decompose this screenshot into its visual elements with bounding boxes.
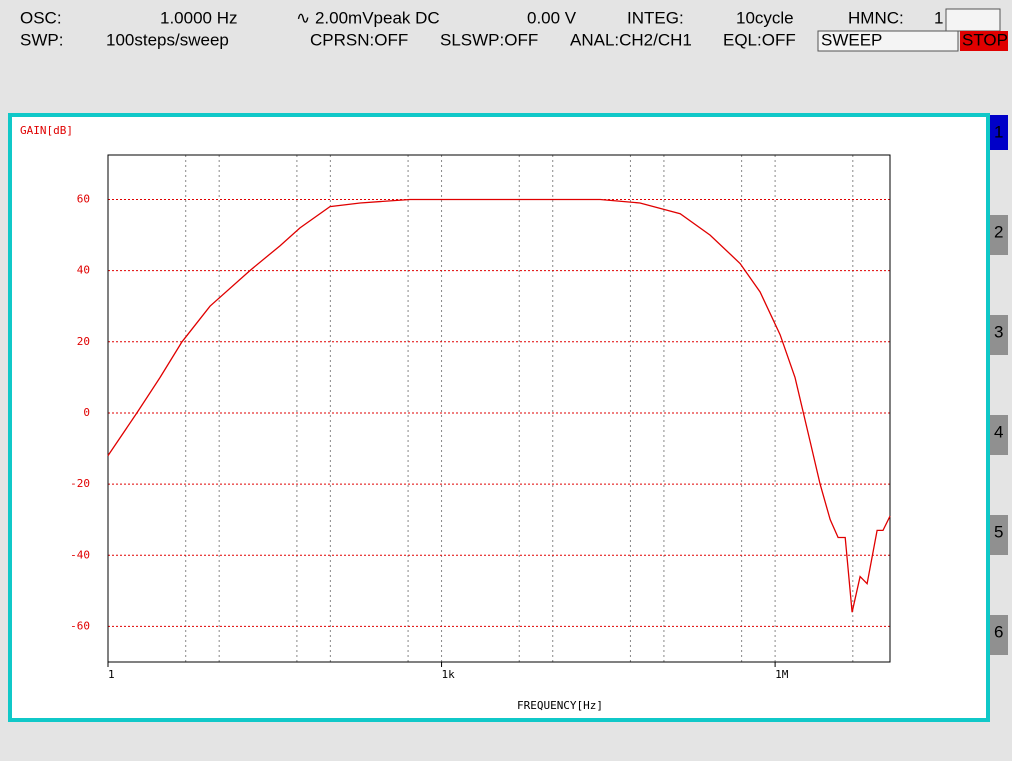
y-axis-label: GAIN[dB] [20, 124, 73, 137]
tab-label[interactable]: 2 [994, 222, 1003, 241]
y-tick-label: 40 [77, 264, 90, 277]
graph-panel [8, 113, 990, 722]
tab[interactable] [990, 315, 1008, 355]
tab-label[interactable]: 3 [994, 322, 1003, 341]
status-field: EQL:OFF [723, 30, 796, 49]
tab[interactable] [990, 115, 1008, 150]
tab-label[interactable]: 4 [994, 422, 1003, 441]
x-tick-label: 1M [775, 668, 789, 681]
y-tick-label: -40 [70, 548, 90, 561]
y-tick-label: 60 [77, 192, 90, 205]
status-field: 100steps/sweep [106, 30, 229, 49]
tab-label[interactable]: 1 [994, 122, 1003, 141]
status-field: 0.00 V [527, 8, 577, 27]
status-field: ANAL:CH2/CH1 [570, 30, 692, 49]
tab[interactable] [990, 515, 1008, 555]
y-tick-label: 0 [83, 406, 90, 419]
plot-frame [107, 154, 891, 663]
status-bar [817, 8, 1008, 52]
y-tick-label: -20 [70, 477, 90, 490]
tab[interactable] [990, 215, 1008, 255]
status-field[interactable]: SWEEP [821, 30, 882, 49]
gain-line [107, 198, 891, 613]
tab-label[interactable]: 5 [994, 522, 1003, 541]
status-field: SLSWP:OFF [440, 30, 538, 49]
y-tick-label: 20 [77, 335, 90, 348]
status-field: SWP: [20, 30, 63, 49]
x-axis-label: FREQUENCY[Hz] [517, 699, 603, 712]
sweep-box[interactable] [817, 30, 959, 52]
tab[interactable] [990, 615, 1008, 655]
status-field: INTEG: [627, 8, 684, 27]
status-field: 1.0000 Hz [160, 8, 238, 27]
status-field: HMNC: [848, 8, 904, 27]
status-field[interactable]: STOP [962, 30, 1008, 49]
status-field: ∿ 2.00mVpeak DC [296, 8, 440, 27]
status-field: OSC: [20, 8, 62, 27]
tab[interactable] [990, 415, 1008, 455]
x-tick-label: 1k [442, 668, 456, 681]
status-field: 10cycle [736, 8, 794, 27]
stop-box[interactable] [960, 31, 1008, 51]
y-tick-label: -60 [70, 619, 90, 632]
status-field: CPRSN:OFF [310, 30, 408, 49]
tab-label[interactable]: 6 [994, 622, 1003, 641]
hmnc-box [945, 8, 1001, 32]
x-tick-label: 1 [108, 668, 115, 681]
status-field: 1 [934, 8, 943, 27]
